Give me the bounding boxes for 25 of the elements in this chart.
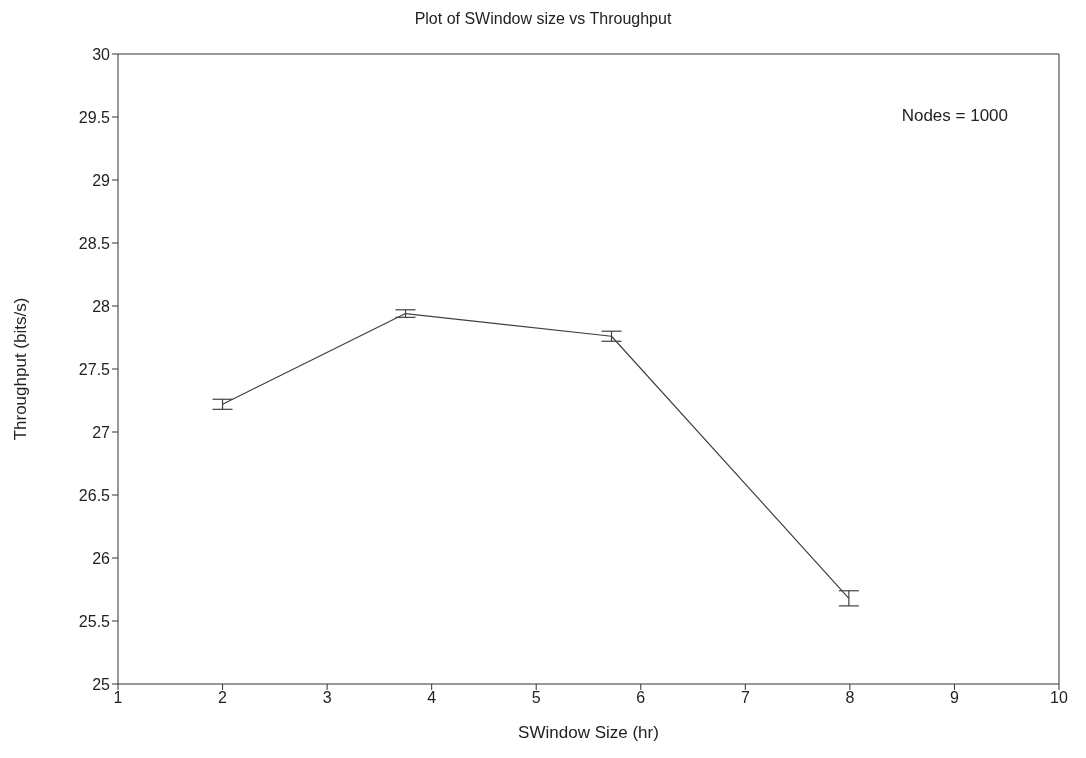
annotation: Nodes = 1000 — [901, 106, 1008, 126]
y-tick-label: 29 — [92, 171, 111, 189]
y-tick-label: 26 — [92, 549, 111, 567]
x-tick-label: 7 — [740, 689, 750, 707]
x-tick-label: 4 — [427, 689, 437, 707]
y-axis-title: Throughput (bits/s) — [11, 297, 31, 441]
chart-title: Plot of SWindow size vs Throughput — [413, 10, 673, 28]
y-tick-label: 25.5 — [78, 612, 111, 630]
y-tick-label: 27 — [92, 423, 111, 441]
y-tick-label: 26.5 — [78, 486, 111, 504]
x-tick-label: 6 — [636, 689, 646, 707]
y-tick-label: 29.5 — [78, 108, 111, 126]
y-tick-label: 30 — [92, 45, 111, 63]
x-tick-label: 5 — [531, 689, 541, 707]
x-axis-title: SWindow Size (hr) — [518, 723, 659, 742]
y-tick-label: 25 — [92, 675, 111, 693]
x-tick-label: 10 — [1050, 689, 1068, 707]
x-tick-label: 3 — [322, 689, 332, 707]
x-tick-label: 1 — [113, 689, 123, 707]
y-tick-label: 28 — [92, 297, 111, 315]
x-tick-label: 2 — [218, 689, 228, 707]
y-tick-label: 28.5 — [78, 234, 111, 252]
y-tick-label: 27.5 — [78, 360, 111, 378]
x-tick-label: 9 — [949, 689, 959, 707]
x-tick-label: 8 — [845, 689, 855, 707]
